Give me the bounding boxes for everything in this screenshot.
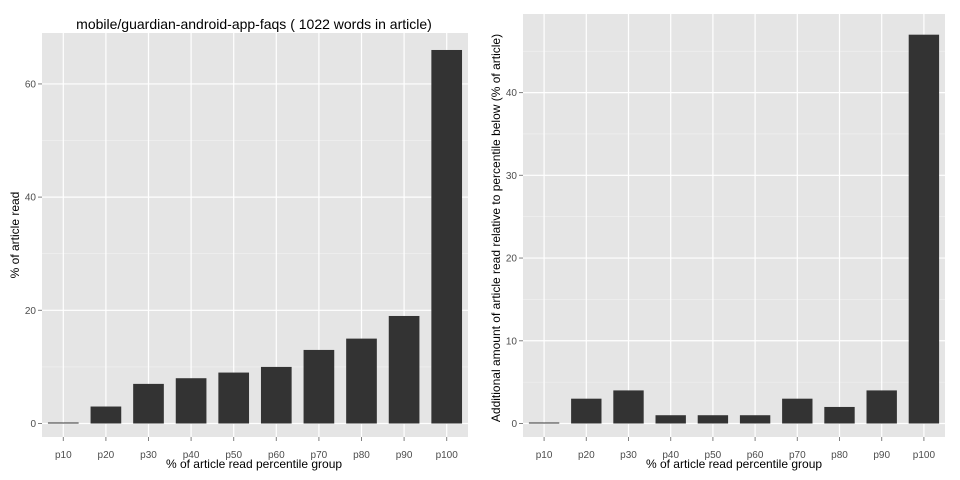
chart-left-bar-p80 (346, 338, 377, 424)
chart-left-bar-p60 (260, 366, 292, 424)
chart-left-x-tick-label: p100 (436, 450, 459, 461)
chart-right-x-axis: p10 p20 p30 p40 p50 p60 p70 p80 p90 p100 (536, 437, 936, 461)
chart-right-x-tick-label: p80 (831, 450, 848, 461)
chart-left-x-tick-label: p80 (353, 450, 370, 461)
chart-left-bar-p10 (47, 422, 79, 424)
chart-right-x-tick-label: p10 (536, 450, 553, 461)
chart-right-x-tick-label: p50 (705, 450, 722, 461)
chart-right-x-tick-label: p100 (913, 450, 936, 461)
chart-right-y-tick-label: 40 (506, 88, 518, 99)
chart-right-y-tick-label: 0 (511, 419, 517, 430)
chart-left-bar-p70 (303, 349, 335, 424)
chart-right-bar-p10 (528, 422, 560, 424)
chart-right-x-tick-label: p30 (620, 450, 637, 461)
chart-right-bar-p60 (739, 415, 771, 424)
chart-right-bar-p80 (824, 406, 855, 424)
chart-right-y-tick-label: 20 (506, 254, 518, 265)
chart-right-bar-p20 (571, 398, 602, 424)
chart-left-y-axis: 0 20 40 60 (25, 79, 42, 430)
chart-left-y-tick-label: 40 (25, 193, 37, 204)
chart-right-bar-p30 (613, 390, 644, 424)
chart-left-bar-p30 (133, 383, 164, 424)
chart-right-y-tick-label: 30 (506, 171, 518, 182)
chart-right-bar-p50 (697, 415, 729, 424)
chart-left-x-axis-title: % of article read percentile group (166, 457, 342, 471)
chart-left-bar-p20 (90, 406, 122, 424)
chart-left-x-tick-label: p60 (268, 450, 285, 461)
chart-left-y-tick-label: 60 (25, 79, 37, 90)
chart-left-x-axis: p10 p20 p30 p40 p50 p60 p70 p80 p90 p100 (55, 437, 458, 461)
chart-right-bar-p90 (866, 390, 897, 424)
chart-left-bar-p100 (431, 49, 463, 424)
chart-left-x-tick-label: p20 (98, 450, 115, 461)
chart-right-y-axis-title: Additional amount of article read relati… (489, 34, 503, 422)
chart-left-y-axis-title: % of article read (8, 192, 22, 279)
chart-left-x-tick-label: p40 (183, 450, 200, 461)
chart-right-bars (528, 34, 940, 424)
chart-left-bar-p40 (175, 378, 207, 424)
chart-right-bar-p70 (782, 398, 813, 424)
chart-right-bar-p40 (655, 415, 686, 424)
chart-right-y-tick-label: 10 (506, 336, 518, 347)
chart-right-x-tick-label: p70 (789, 450, 806, 461)
chart-left-title: mobile/guardian-android-app-faqs ( 1022 … (76, 16, 432, 32)
chart-right-x-tick-label: p40 (662, 450, 679, 461)
chart-left-x-tick-label: p30 (140, 450, 157, 461)
chart-right-bar-p100 (908, 34, 940, 424)
chart-left-x-tick-label: p50 (225, 450, 242, 461)
chart-left-x-tick-label: p10 (55, 450, 72, 461)
chart-right-x-tick-label: p20 (578, 450, 595, 461)
chart-left-y-tick-label: 20 (25, 306, 37, 317)
chart-left-bar-p50 (218, 372, 250, 424)
chart-right-x-tick-label: p60 (747, 450, 764, 461)
chart-left-grid (42, 33, 468, 437)
chart-right-x-tick-label: p90 (873, 450, 890, 461)
chart-right-x-axis-title: % of article read percentile group (646, 457, 822, 471)
chart-right-y-axis: 0 10 20 30 40 (506, 88, 523, 430)
chart-left-y-tick-label: 0 (30, 419, 36, 430)
chart-left-bar-p90 (388, 315, 420, 424)
chart-right-grid (523, 14, 945, 437)
chart-right-plot-area (523, 14, 945, 437)
chart-left: mobile/guardian-android-app-faqs ( 1022 … (8, 16, 468, 471)
chart-left-bars (47, 49, 463, 424)
chart-left-x-tick-label: p70 (311, 450, 328, 461)
chart-left-x-tick-label: p90 (396, 450, 413, 461)
